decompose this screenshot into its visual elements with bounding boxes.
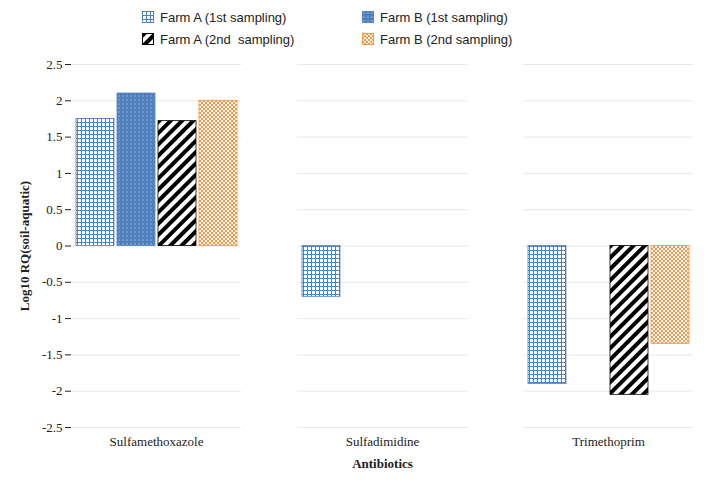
svg-text:Trimethoprim: Trimethoprim [572, 434, 644, 449]
svg-text:Sulfamethoxazole: Sulfamethoxazole [110, 434, 204, 449]
html-text:Farm A (1st sampling): Farm A (1st sampling) [160, 9, 287, 25]
svg-text:-2: -2 [52, 383, 63, 398]
svg-text:-1.5: -1.5 [42, 347, 63, 362]
svg-text:1.5: 1.5 [46, 129, 62, 144]
html-text:Farm A (2nd sampling): Farm A (2nd sampling) [160, 31, 295, 47]
svg-text:-2.5: -2.5 [42, 420, 63, 435]
svg-text:2.5: 2.5 [46, 57, 62, 72]
svg-text:-0.5: -0.5 [42, 274, 63, 289]
svg-text:1: 1 [56, 166, 63, 181]
svg-text:Sulfadimidine: Sulfadimidine [346, 434, 420, 449]
html-text:Farm B (1st sampling): Farm B (1st sampling) [380, 9, 508, 25]
svg-text:0.5: 0.5 [46, 202, 62, 217]
svg-text:2: 2 [56, 93, 63, 108]
svg-text:Log10 RQ(soil-aquatic): Log10 RQ(soil-aquatic) [17, 181, 32, 311]
svg-text:0: 0 [56, 238, 63, 253]
html-text:Farm B (2nd sampling): Farm B (2nd sampling) [380, 31, 513, 47]
svg-text:Antibiotics: Antibiotics [352, 456, 413, 471]
svg-text:-1: -1 [52, 311, 63, 326]
